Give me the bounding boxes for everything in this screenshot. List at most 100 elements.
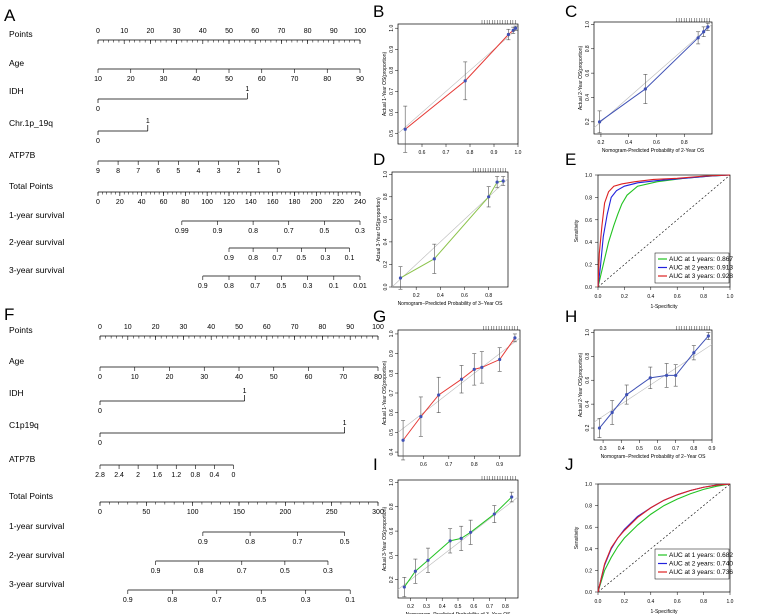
- nomogram-tick-label: 4: [196, 168, 200, 175]
- nomogram-tick-label: 80: [374, 374, 382, 381]
- x-axis-label: 1-Specificity: [651, 609, 678, 614]
- panel-letter-i: I: [373, 455, 378, 474]
- x-tick-label: 0.2: [407, 604, 414, 610]
- plot-frame: [597, 174, 731, 288]
- nomogram-row-label: 2-year survival: [9, 237, 64, 247]
- nomogram-tick-label: 0: [98, 509, 102, 516]
- panel-letter-f: F: [4, 305, 14, 324]
- nomogram-tick-label: 10: [94, 76, 102, 83]
- x-tick-label: 0.3: [600, 446, 607, 452]
- y-tick-label: 0.4: [585, 547, 592, 553]
- panel-letter-j: J: [565, 455, 574, 474]
- roc-curve: [597, 174, 731, 288]
- nomogram-tick-label: 0.5: [296, 255, 306, 262]
- nomogram-tick-label: 0.3: [321, 255, 331, 262]
- nomogram-tick-label: 140: [245, 199, 257, 206]
- nomogram-tick-label: 0.8: [224, 283, 234, 290]
- calibration-line: [403, 496, 513, 588]
- x-tick-label: 0.6: [654, 446, 661, 452]
- nomogram-tick-label: 60: [160, 199, 168, 206]
- y-tick-label: 1.0: [389, 330, 395, 337]
- calibration-point: [597, 426, 602, 430]
- y-tick-label: 0.8: [389, 503, 395, 510]
- nomogram-tick-label: 10: [120, 28, 128, 35]
- nomogram-tick-label: 90: [356, 76, 364, 83]
- nomogram-tick-label: 0.01: [353, 283, 367, 290]
- x-tick-label: 0.9: [496, 462, 503, 468]
- x-tick-label: 0.8: [681, 140, 688, 146]
- nomogram-tick-label: 20: [127, 76, 135, 83]
- nomogram-tick-label: 0.7: [250, 283, 260, 290]
- calibration-point: [403, 127, 407, 131]
- x-tick-label: 1.0: [727, 294, 734, 300]
- y-axis-label: Actual 1-Year OS(proportion): [382, 52, 388, 117]
- ideal-line: [397, 337, 521, 433]
- y-tick-label: 0.0: [585, 590, 592, 596]
- x-tick-label: 0.2: [621, 294, 628, 300]
- calibration-point: [597, 120, 602, 124]
- nomogram-tick-label: 0: [231, 472, 235, 479]
- nomogram-tick-label: 0.5: [256, 597, 266, 604]
- y-tick-label: 0.8: [389, 67, 395, 74]
- calibration-point: [463, 79, 467, 83]
- nomogram-tick-label: 70: [339, 374, 347, 381]
- nomogram-tick-label: 0.5: [280, 568, 290, 575]
- y-axis-label: Sensitivity: [574, 219, 580, 242]
- nomogram-tick-label: 60: [263, 324, 271, 331]
- nomogram-tick-label: 0.4: [210, 472, 220, 479]
- nomogram-tick-label: 0: [96, 28, 100, 35]
- nomogram-tick-label: 150: [233, 509, 245, 516]
- y-axis-label: Sensitivity: [574, 526, 580, 549]
- nomogram-tick-label: 30: [160, 76, 168, 83]
- y-tick-label: 0.6: [585, 218, 592, 224]
- nomogram-tick-label: 20: [152, 324, 160, 331]
- calibration-point: [401, 438, 405, 442]
- nomogram-row-label: Total Points: [9, 181, 53, 191]
- calibration-point: [610, 410, 614, 415]
- nomogram-tick-label: 1: [343, 420, 347, 427]
- legend-entry: AUC at 3 years: 0.736: [669, 569, 733, 576]
- nomogram-tick-label: 1.6: [152, 472, 162, 479]
- y-tick-label: 0.5: [389, 429, 395, 436]
- legend-entry: AUC at 2 years: 0.740: [669, 561, 733, 568]
- calibration-point: [692, 351, 696, 355]
- x-tick-label: 0.4: [647, 294, 654, 300]
- plot-frame: [397, 329, 521, 457]
- y-tick-label: 0.4: [389, 552, 395, 559]
- nomogram-tick-label: 0.9: [151, 568, 161, 575]
- nomogram-tick-label: 0: [98, 324, 102, 331]
- nomogram-row-label: C1p19q: [9, 420, 39, 430]
- calibration-point: [492, 512, 496, 516]
- ideal-line: [593, 24, 713, 129]
- x-tick-label: 0.8: [467, 150, 474, 156]
- nomogram-tick-label: 0: [96, 106, 100, 113]
- calibration-point: [674, 373, 678, 378]
- calibration-point: [495, 180, 499, 184]
- nomogram-tick-label: 200: [279, 509, 291, 516]
- nomogram-tick-label: 50: [235, 324, 243, 331]
- nomogram-tick-label: 0.8: [245, 539, 255, 546]
- x-tick-label: 0.6: [674, 294, 681, 300]
- calibration-point: [487, 195, 491, 199]
- y-tick-label: 0.8: [585, 353, 591, 360]
- panel-letter-h: H: [565, 307, 577, 326]
- x-tick-label: 0.7: [445, 462, 452, 468]
- panel-letter-g: G: [373, 307, 386, 326]
- calibration-point: [432, 257, 436, 261]
- nomogram-tick-label: 2: [237, 168, 241, 175]
- calibration-point: [511, 28, 515, 32]
- x-tick-label: 0.9: [491, 150, 498, 156]
- nomogram-tick-label: 0.7: [237, 568, 247, 575]
- calibration-point: [413, 569, 417, 573]
- nomogram-tick-label: 50: [270, 374, 278, 381]
- nomogram-row-label: IDH: [9, 388, 24, 398]
- x-tick-label: 0.4: [647, 599, 654, 605]
- y-tick-label: 1.0: [389, 479, 395, 486]
- nomogram-tick-label: 0: [96, 138, 100, 145]
- legend-entry: AUC at 1 years: 0.682: [669, 552, 733, 559]
- y-tick-label: 0.6: [585, 525, 592, 531]
- nomogram-tick-label: 0: [98, 408, 102, 415]
- plot-frame: [593, 21, 713, 135]
- y-tick-label: 0.6: [383, 216, 389, 223]
